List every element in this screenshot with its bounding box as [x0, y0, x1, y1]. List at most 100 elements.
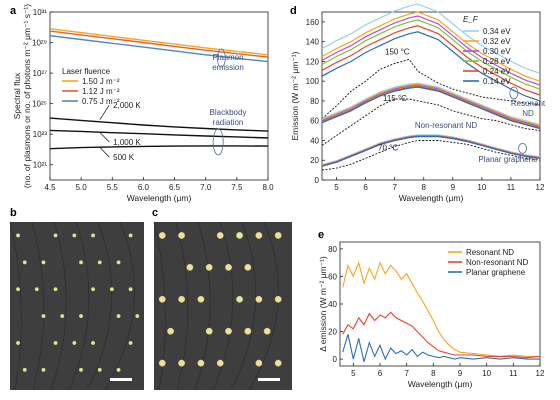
series-line — [321, 86, 541, 130]
grain-boundary — [194, 221, 211, 391]
nanodisk — [255, 232, 263, 239]
y-tick-label: 60 — [310, 117, 319, 126]
x-tick-label: 6.5 — [169, 183, 181, 192]
x-tick-label: 10 — [482, 369, 491, 378]
x-tick-label: 7 — [392, 183, 397, 192]
y-tick-label: 120 — [306, 57, 320, 66]
nanodisk — [197, 295, 205, 303]
grain-boundary — [31, 221, 45, 391]
annotation-bracket — [216, 48, 226, 68]
nanodisk — [205, 327, 213, 335]
x-tick-label: 5 — [351, 369, 356, 378]
y-tick-label: 10²⁹ — [32, 39, 47, 48]
y-tick-label: 10²⁷ — [33, 69, 48, 78]
panel-letter-a: a — [10, 5, 17, 17]
annotation-plasmon: emission — [212, 63, 244, 72]
nanodisk — [274, 359, 282, 367]
plot-frame-a — [49, 11, 269, 181]
annotation-bracket — [212, 128, 224, 156]
y-tick-label: 40 — [328, 300, 337, 309]
arrow — [99, 132, 110, 143]
y-axis-label: Emission (W m⁻² μm⁻¹) — [290, 51, 300, 140]
legend-entry: 0.30 eV — [483, 47, 511, 56]
x-tick-label: 7 — [404, 369, 409, 378]
grain-boundary — [248, 221, 279, 391]
x-tick-label: 12 — [536, 183, 545, 192]
legend-title: E_F — [463, 15, 479, 24]
grain-boundary — [175, 221, 189, 391]
nanodisk — [128, 287, 133, 292]
micrograph-b — [9, 221, 144, 391]
x-tick-label: 12 — [536, 369, 545, 378]
x-axis-label: Wavelength (μm) — [408, 379, 473, 389]
grain-boundary — [86, 221, 113, 391]
grain-boundary — [68, 221, 90, 391]
nanodisk — [53, 233, 58, 238]
x-tick-label: 8 — [422, 183, 427, 192]
series-line — [321, 31, 541, 102]
y-tick-label: 0 — [333, 355, 338, 364]
nanodisk — [97, 260, 102, 265]
y-tick-label: 10²¹ — [33, 161, 48, 170]
x-tick-label: 6 — [378, 369, 383, 378]
series-line — [49, 35, 269, 63]
y-axis-label: Δ emission (W m⁻² μm⁻¹) — [318, 256, 328, 352]
x-tick-label: 10 — [477, 183, 486, 192]
annotation-blackbody: Blackbody — [210, 108, 247, 117]
y-tick-label: 80 — [328, 245, 337, 254]
arrow — [99, 146, 110, 158]
x-tick-label: 5.5 — [107, 183, 119, 192]
series-line — [321, 82, 541, 126]
nanodisk — [274, 232, 282, 239]
nanodisk — [16, 287, 21, 292]
series-line — [49, 145, 269, 150]
panel-letter-c: c — [152, 207, 158, 219]
nanodisk — [216, 232, 224, 239]
x-tick-label: 4.5 — [44, 183, 56, 192]
legend-entry: Planar graphene — [466, 268, 526, 277]
grain-boundary — [230, 221, 257, 391]
legend-title: Laser fluence — [62, 67, 111, 76]
y-tick-label: 40 — [310, 136, 319, 145]
nanodisk — [97, 367, 102, 372]
panel-letter-d: d — [290, 5, 297, 17]
nanodisk — [244, 263, 252, 271]
series-line — [321, 25, 541, 96]
y-tick-label: 0 — [315, 176, 320, 185]
nanodisk — [128, 233, 133, 238]
grain-boundary — [9, 221, 22, 391]
series-line — [49, 117, 269, 132]
nanodisk — [178, 295, 186, 303]
nanodisk — [158, 295, 166, 303]
legend-entry: Resonant ND — [466, 248, 514, 257]
nanodisk — [116, 314, 121, 319]
nanodisk — [109, 287, 114, 292]
nanodisk — [53, 340, 58, 345]
temperature-label: 1,000 K — [113, 138, 141, 147]
nanodisk — [60, 314, 65, 319]
nanodisk — [236, 295, 243, 303]
y-tick-label: 140 — [306, 38, 320, 47]
grain-boundary — [104, 221, 135, 391]
x-tick-label: 6.0 — [138, 183, 150, 192]
arrow — [99, 104, 110, 120]
grain-boundary — [153, 221, 166, 391]
annotation-bracket — [509, 86, 519, 100]
annotation-planar: Planar graphene — [478, 155, 538, 164]
nanodisk — [167, 327, 174, 335]
nanodisk — [53, 287, 58, 292]
y-tick-label: 100 — [306, 77, 320, 86]
nanodisk — [158, 359, 166, 367]
x-axis-label: Wavelength (μm) — [399, 193, 464, 203]
legend-entry: 0.14 eV — [483, 77, 511, 86]
x-tick-label: 5 — [334, 183, 339, 192]
nanodisk — [274, 295, 282, 303]
series-line — [321, 83, 541, 127]
x-tick-label: 8 — [431, 369, 436, 378]
x-tick-label: 5.0 — [76, 183, 88, 192]
series-line — [49, 28, 269, 56]
y-tick-label: 10²⁵ — [32, 100, 47, 109]
nanodisk — [41, 314, 46, 319]
chart-a: 4.5 5.0 5.5 6.0 6.5 7.0 7.5 8.0 10²¹ 10²³ 10²⁵ 10²⁷… — [12, 4, 274, 203]
nanodisk — [244, 327, 252, 335]
